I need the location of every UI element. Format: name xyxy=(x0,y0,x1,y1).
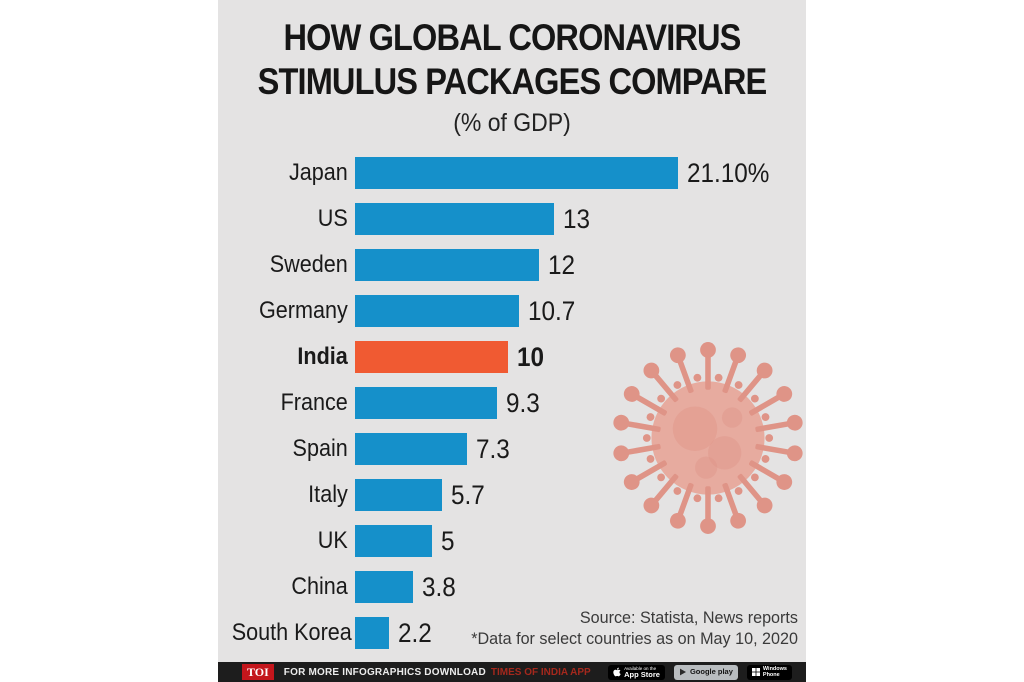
google-play-badge[interactable]: Google play xyxy=(673,664,738,680)
infographic-canvas: HOW GLOBAL CORONAVIRUS STIMULUS PACKAGES… xyxy=(218,0,806,682)
chart-row: Sweden 12 xyxy=(218,242,806,288)
coronavirus-watermark-icon xyxy=(612,342,804,534)
chart-row: Germany 10.7 xyxy=(218,288,806,334)
bar xyxy=(355,203,554,235)
chart-subtitle: (% of GDP) xyxy=(453,109,571,137)
windows-icon xyxy=(751,668,760,676)
bar xyxy=(355,341,509,373)
bar xyxy=(355,249,539,281)
windows-phone-badge[interactable]: Windows Phone xyxy=(746,664,792,680)
bar xyxy=(355,617,389,649)
app-store-badge-toptext: Available on the xyxy=(624,665,657,671)
chart-row: Italy 5.7 xyxy=(218,472,806,518)
data-note-line: *Data for select countries as on May 10,… xyxy=(471,629,798,648)
chart-row: China 3.8 xyxy=(218,564,806,610)
bar xyxy=(355,157,678,189)
footer-app-text: TIMES OF INDIA APP xyxy=(490,666,591,678)
store-badges: Available on the App Store Google play W… xyxy=(608,664,792,680)
bar-label: France xyxy=(280,389,348,416)
bar-value: 9.3 xyxy=(506,387,541,418)
chart-row: Spain 7.3 xyxy=(218,426,806,472)
bar xyxy=(355,295,519,327)
chart-row: India 10 xyxy=(218,334,806,380)
bar-label: Germany xyxy=(258,297,348,324)
bar-chart: Japan 21.10% US 13 Sweden 12 Germany 10.7 India 1… xyxy=(218,150,806,656)
bar-label: China xyxy=(291,573,348,600)
windows-phone-badge-line1: Windows xyxy=(762,666,787,672)
bar-label: South Korea xyxy=(231,619,352,646)
app-store-badge-label: App Store xyxy=(624,669,660,679)
bar-label: Sweden xyxy=(269,251,348,278)
bar-value: 3.8 xyxy=(422,571,456,602)
bar xyxy=(355,433,467,465)
chart-row: Japan 21.10% xyxy=(218,150,806,196)
bar-label: US xyxy=(317,205,348,232)
source-line: Source: Statista, News reports xyxy=(579,608,798,627)
bar xyxy=(355,525,432,557)
windows-phone-badge-line2: Phone xyxy=(762,672,780,678)
bar-label: UK xyxy=(317,527,348,554)
bar-label: India xyxy=(297,343,348,370)
bar xyxy=(355,387,498,419)
bar-value: 13 xyxy=(563,203,591,234)
bar xyxy=(355,571,414,603)
page-title-line1: HOW GLOBAL CORONAVIRUS xyxy=(283,17,742,58)
bar-label: Japan xyxy=(288,159,348,186)
bar-value: 21.10% xyxy=(687,157,770,188)
source-note: Source: Statista, News reports *Data for… xyxy=(471,607,798,649)
page-title-line2: STIMULUS PACKAGES COMPARE xyxy=(257,61,768,102)
footer-text: FOR MORE INFOGRAPHICS DOWNLOAD xyxy=(283,666,486,678)
header: HOW GLOBAL CORONAVIRUS STIMULUS PACKAGES… xyxy=(218,16,806,138)
bar-value: 12 xyxy=(547,249,575,280)
bar xyxy=(355,479,443,511)
bar-value: 10 xyxy=(517,341,545,372)
bar-label: Italy xyxy=(308,481,348,508)
google-play-badge-label: Google play xyxy=(689,667,733,676)
bar-value: 2.2 xyxy=(397,617,432,648)
bar-value: 7.3 xyxy=(475,433,510,464)
google-play-icon xyxy=(679,668,686,676)
chart-row: France 9.3 xyxy=(218,380,806,426)
toi-logo: TOI xyxy=(242,664,274,680)
chart-row: UK 5 xyxy=(218,518,806,564)
app-store-badge[interactable]: Available on the App Store xyxy=(608,664,665,680)
bar-value: 5.7 xyxy=(451,479,486,510)
chart-row: South Korea 2.2 xyxy=(218,610,806,656)
bar-label: Spain xyxy=(292,435,348,462)
chart-row: US 13 xyxy=(218,196,806,242)
bar-value: 10.7 xyxy=(527,295,576,326)
apple-icon xyxy=(613,667,621,677)
footer-bar: TOI FOR MORE INFOGRAPHICS DOWNLOAD TIMES… xyxy=(218,662,806,682)
bar-value: 5 xyxy=(440,525,455,556)
